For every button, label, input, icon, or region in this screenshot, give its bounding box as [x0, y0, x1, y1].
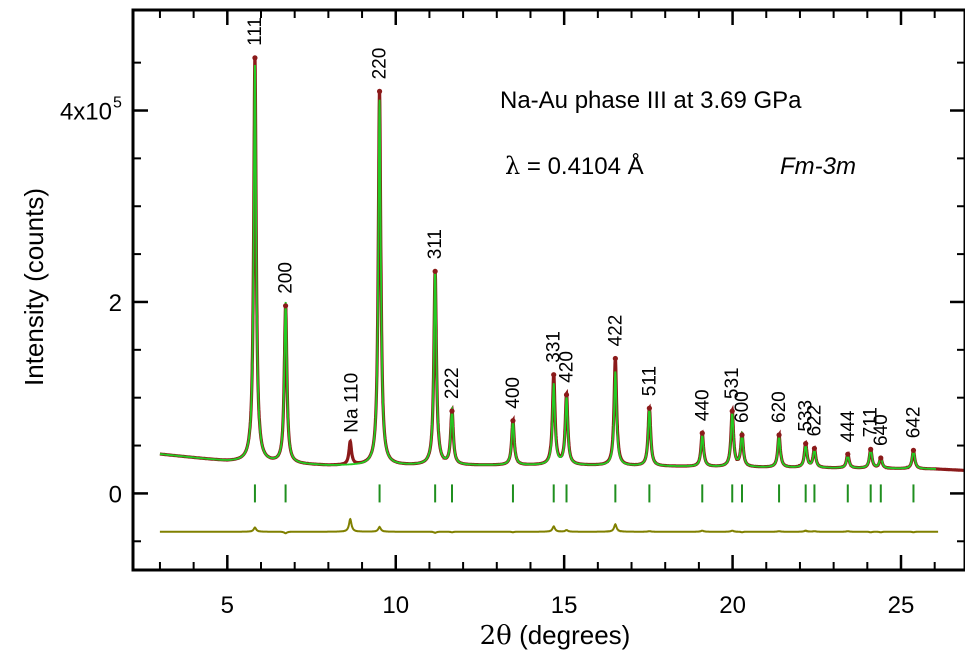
peak-label: 622: [804, 405, 825, 437]
peak-label: 400: [503, 377, 524, 409]
observed-peak-point: [776, 432, 782, 438]
observed-peak-point: [449, 408, 455, 414]
peak-label: 311: [425, 229, 446, 259]
x-tick-label: 25: [888, 592, 915, 619]
peak-label: 422: [605, 315, 626, 347]
chart-annotation-wavelength: λ = 0.4104 Å: [505, 152, 644, 180]
peak-label: 111: [245, 17, 266, 46]
observed-peak-point: [699, 430, 705, 436]
y-tick-label: 4x10: [60, 99, 112, 126]
peak-label: 511: [639, 366, 660, 396]
difference-series: [159, 517, 939, 535]
peak-label: 640: [871, 414, 892, 446]
y-tick-superscript: 5: [113, 95, 122, 112]
impurity-peak-label: Na 110: [341, 373, 362, 433]
x-axis-title: 2θ (degrees): [480, 620, 631, 651]
x-tick-label: 5: [221, 592, 234, 619]
observed-peak-point: [432, 268, 438, 274]
y-tick-label: 2: [109, 290, 122, 317]
lambda-symbol: λ: [505, 152, 520, 180]
peak-label: 642: [904, 407, 925, 439]
observed-peak-point: [729, 408, 735, 414]
x-axis-unit: (degrees): [512, 620, 631, 650]
observed-peak-point: [252, 55, 258, 61]
chart-annotation-space-group: Fm-3m: [780, 153, 856, 180]
peak-label: 440: [692, 389, 713, 421]
plot-frame: [131, 8, 965, 572]
observed-peak-point: [878, 455, 884, 461]
peak-label: 600: [732, 391, 753, 423]
x-tick-label: 10: [382, 592, 409, 619]
peak-label: 711: [861, 407, 882, 437]
peak-label: 620: [769, 391, 790, 423]
observed-peak-point: [551, 372, 557, 378]
peak-label: 444: [838, 410, 859, 442]
observed-peak-point: [376, 88, 383, 94]
peak-label: 222: [442, 367, 463, 399]
peak-label: 531: [722, 367, 743, 399]
observed-peak-point: [868, 446, 874, 452]
observed-peak-point: [282, 303, 289, 309]
x-tick-label: 15: [551, 592, 578, 619]
observed-peak-point: [646, 405, 652, 411]
peak-label: 533: [796, 400, 817, 432]
peak-label: 420: [557, 351, 578, 383]
wavelength-value: = 0.4104 Å: [520, 152, 643, 180]
observed-peak-point: [845, 451, 851, 457]
calculated-series: [159, 64, 936, 470]
x-tick-label: 20: [719, 592, 746, 619]
observed-peak-point: [510, 418, 516, 424]
theta-symbol: 2θ: [480, 621, 512, 651]
observed-peak-point: [612, 355, 618, 362]
y-tick-label: 0: [109, 481, 122, 508]
observed-peak-point: [803, 441, 809, 447]
peak-label: 220: [370, 48, 391, 80]
peak-label: 331: [544, 331, 565, 363]
observed-peak-point: [563, 392, 570, 398]
observed-peak-point: [910, 447, 917, 453]
peak-label: 200: [276, 262, 297, 294]
observed-peak-point: [739, 432, 745, 438]
y-axis-title: Intensity (counts): [19, 188, 49, 386]
chart-annotation-title: Na-Au phase III at 3.69 GPa: [500, 87, 802, 114]
observed-peak-point: [811, 445, 818, 452]
